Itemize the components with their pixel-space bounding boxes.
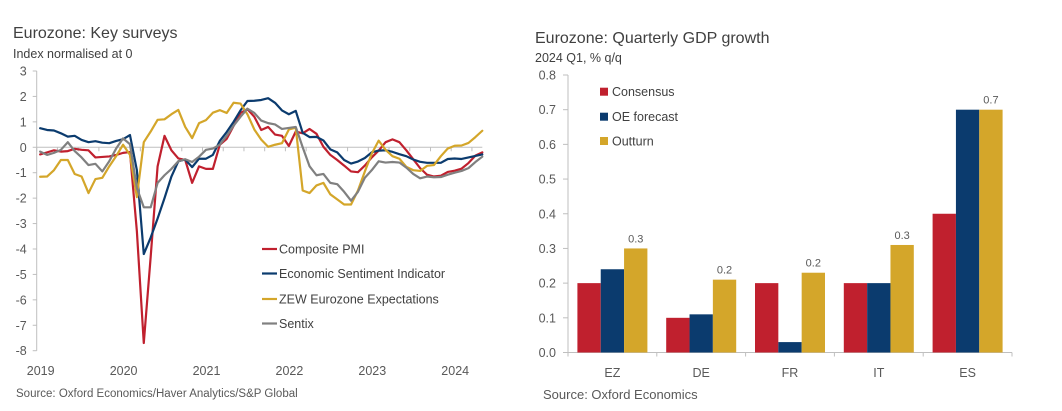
y-tick-label: 1 [20,115,27,129]
y-tick-label: 0.1 [539,311,556,325]
x-tick-label: ES [959,366,976,380]
y-tick-label: -5 [16,268,27,282]
y-tick-label: 0.7 [539,103,556,117]
legend-swatch-outturn [600,137,608,145]
y-tick-label: 0.0 [539,346,556,360]
bar-chart-legend: Consensus OE forecast Outturn [600,85,679,149]
x-tick-label: 2023 [358,364,386,378]
line-chart-source: Source: Oxford Economics/Haver Analytics… [16,388,298,400]
line-chart-subtitle: Index normalised at 0 [13,47,133,61]
series-line-sentix [39,107,484,209]
x-tick-label: 2022 [276,364,304,378]
bar-fr-outturn [801,272,825,353]
y-tick-label: 0.6 [539,138,556,152]
data-label: 0.2 [717,265,732,277]
x-tick-label: 2024 [441,364,469,378]
data-label: 0.2 [806,258,821,270]
legend-label-consensus: Consensus [612,85,675,99]
y-tick-label: -3 [16,217,27,231]
series-line-zew-eurozone-expectations [39,101,484,206]
y-tick-label: -4 [16,242,27,256]
y-tick-label: 0.8 [539,69,556,83]
data-label: 0.3 [894,230,909,242]
bar-ez-oe-forecast [600,269,625,353]
legend-label-economic-sentiment-indicator: Economic Sentiment Indicator [279,267,445,281]
bar-chart-bars-group: 0.3 0.2 0.2 0.3 0.7 [577,95,1003,353]
y-tick-label: 0.5 [539,173,556,187]
y-tick-label: 2 [20,90,27,104]
bar-de-outturn [712,279,737,353]
x-tick-label: DE [693,366,710,380]
bar-chart-subtitle: 2024 Q1, % q/q [535,51,622,65]
y-tick-label: 3 [20,65,27,79]
y-tick-label: 0.4 [539,207,556,221]
legend-label-sentix: Sentix [279,317,314,331]
y-tick-label: 0.2 [539,277,556,291]
legend-label-oe-forecast: OE forecast [612,110,679,124]
data-label: 0.3 [628,233,643,245]
x-tick-label: IT [873,366,884,380]
y-tick-label: -8 [16,344,27,358]
bar-fr-oe-forecast [778,342,802,353]
line-chart-series-group [39,97,484,345]
bar-es-oe-forecast [955,109,980,353]
x-tick-label: FR [782,366,799,380]
line-chart-title: Eurozone: Key surveys [13,25,178,42]
x-tick-label: EZ [604,366,620,380]
series-line-economic-sentiment-indicator [39,97,484,256]
y-tick-label: -7 [16,319,27,333]
legend-swatch-consensus [600,87,608,96]
y-tick-label: 0.3 [539,242,556,256]
bar-de-oe-forecast [689,314,713,353]
bar-it-oe-forecast [867,283,891,353]
bar-ez-consensus [577,283,601,353]
bar-chart-title: Eurozone: Quarterly GDP growth [535,30,769,47]
y-tick-label: -1 [16,166,27,180]
bar-it-outturn [890,244,914,353]
bar-de-consensus [666,317,690,353]
y-tick-label: -6 [16,293,27,307]
bar-it-consensus [843,283,868,353]
bar-ez-outturn [624,248,648,353]
x-tick-label: 2021 [193,364,221,378]
key-surveys-line-chart: Eurozone: Key surveys Index normalised a… [13,25,484,400]
y-tick-label: 0 [20,141,27,155]
legend-label-outturn: Outturn [612,135,654,149]
gdp-growth-bar-chart: Eurozone: Quarterly GDP growth 2024 Q1, … [535,30,1013,402]
line-chart-legend: Composite PMI Economic Sentiment Indicato… [262,243,445,331]
bar-es-outturn [979,109,1003,353]
bar-es-consensus [932,213,956,353]
legend-swatch-oe-forecast [600,112,608,121]
x-tick-label: 2019 [27,364,55,378]
bar-chart-source: Source: Oxford Economics [543,387,698,402]
series-line-composite-pmi [39,108,484,345]
y-tick-label: -2 [16,192,27,206]
legend-label-composite-pmi: Composite PMI [279,243,364,257]
data-label: 0.7 [983,95,998,107]
legend-label-zew-eurozone-expectations: ZEW Eurozone Expectations [279,293,439,307]
x-tick-label: 2020 [110,364,138,378]
bar-fr-consensus [755,283,779,353]
